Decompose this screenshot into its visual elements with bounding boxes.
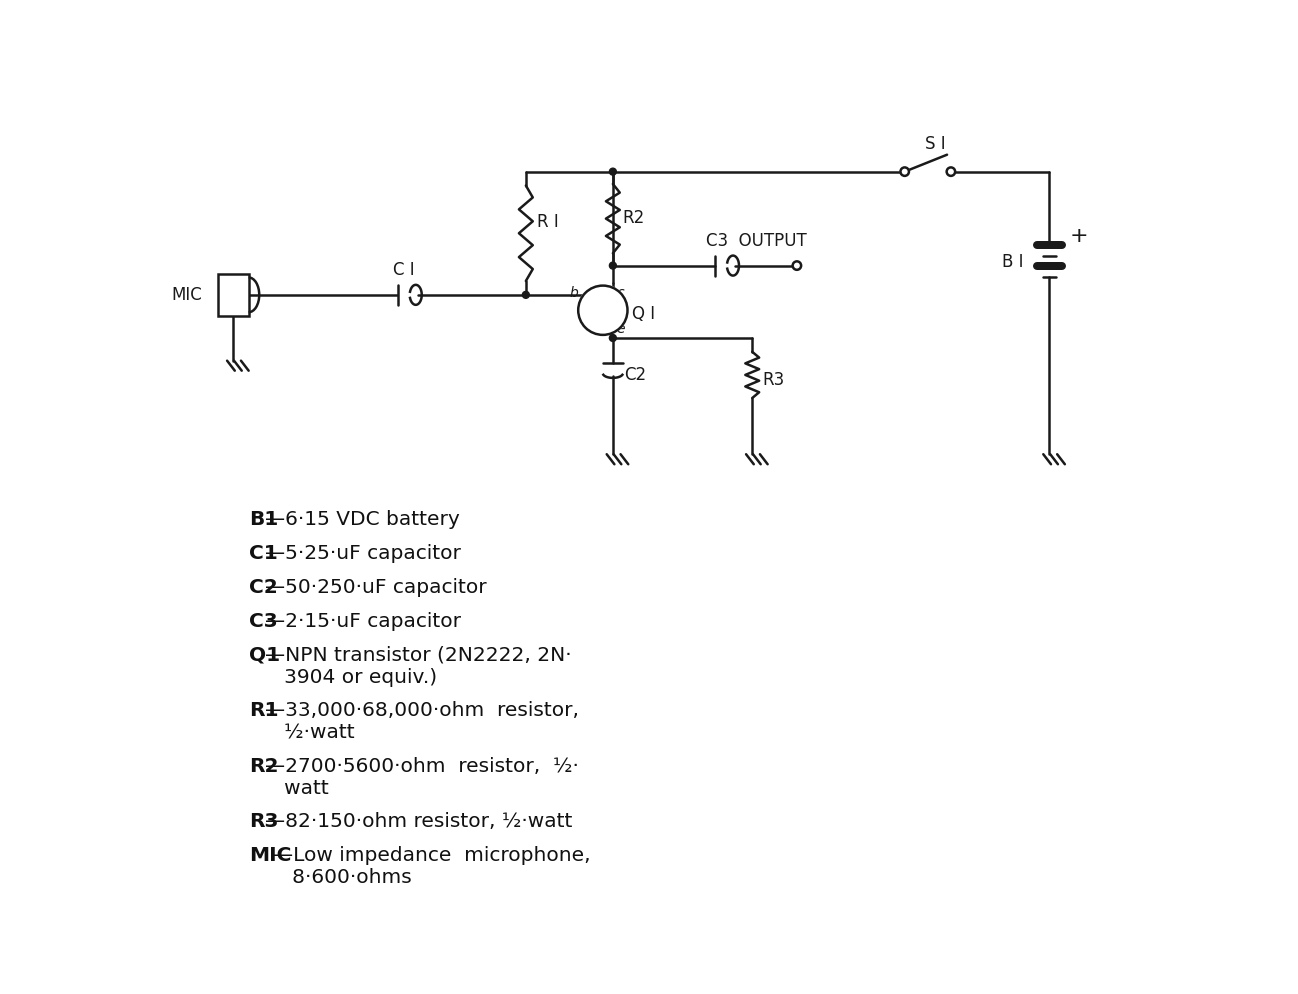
Text: e: e xyxy=(617,322,624,336)
Text: C2: C2 xyxy=(249,579,278,597)
Text: —2700·5600·ohm  resistor,  ½·
   watt: —2700·5600·ohm resistor, ½· watt xyxy=(265,756,579,798)
Text: B1: B1 xyxy=(249,511,278,530)
Text: C2: C2 xyxy=(623,366,646,384)
Circle shape xyxy=(522,291,530,298)
Circle shape xyxy=(793,261,801,269)
Text: —NPN transistor (2N2222, 2N·
   3904 or equiv.): —NPN transistor (2N2222, 2N· 3904 or equ… xyxy=(265,646,571,687)
Text: S I: S I xyxy=(925,135,946,153)
Text: C1: C1 xyxy=(249,545,278,564)
Circle shape xyxy=(609,262,617,269)
Text: —82·150·ohm resistor, ½·watt: —82·150·ohm resistor, ½·watt xyxy=(265,812,572,831)
Text: —Low impedance  microphone,
   8·600·ohms: —Low impedance microphone, 8·600·ohms xyxy=(273,846,591,888)
Circle shape xyxy=(946,167,955,176)
Text: R3: R3 xyxy=(249,812,278,831)
Text: c: c xyxy=(617,286,623,300)
Text: —2·15·uF capacitor: —2·15·uF capacitor xyxy=(265,612,461,631)
Circle shape xyxy=(578,285,627,335)
Text: R3: R3 xyxy=(762,372,784,390)
Text: R I: R I xyxy=(536,213,558,231)
Text: b: b xyxy=(570,286,578,300)
Circle shape xyxy=(609,335,617,341)
Text: MIC: MIC xyxy=(249,846,291,865)
Text: Q1: Q1 xyxy=(249,646,280,665)
Text: B I: B I xyxy=(1002,252,1023,270)
Text: +: + xyxy=(1070,226,1088,246)
Text: —5·25·uF capacitor: —5·25·uF capacitor xyxy=(265,545,461,564)
Bar xyxy=(218,273,249,316)
Text: MIC: MIC xyxy=(171,286,202,304)
Text: Q I: Q I xyxy=(632,305,655,323)
Text: C3  OUTPUT: C3 OUTPUT xyxy=(706,232,807,249)
Text: R2: R2 xyxy=(249,756,278,776)
Circle shape xyxy=(901,167,909,176)
Text: —50·250·uF capacitor: —50·250·uF capacitor xyxy=(265,579,487,597)
Text: R1: R1 xyxy=(249,702,278,721)
Text: —33,000·68,000·ohm  resistor,
   ½·watt: —33,000·68,000·ohm resistor, ½·watt xyxy=(265,702,579,743)
Text: R2: R2 xyxy=(622,209,644,227)
Text: —6·15 VDC battery: —6·15 VDC battery xyxy=(265,511,459,530)
Text: C3: C3 xyxy=(249,612,278,631)
Text: C I: C I xyxy=(393,261,415,279)
Circle shape xyxy=(609,168,617,175)
